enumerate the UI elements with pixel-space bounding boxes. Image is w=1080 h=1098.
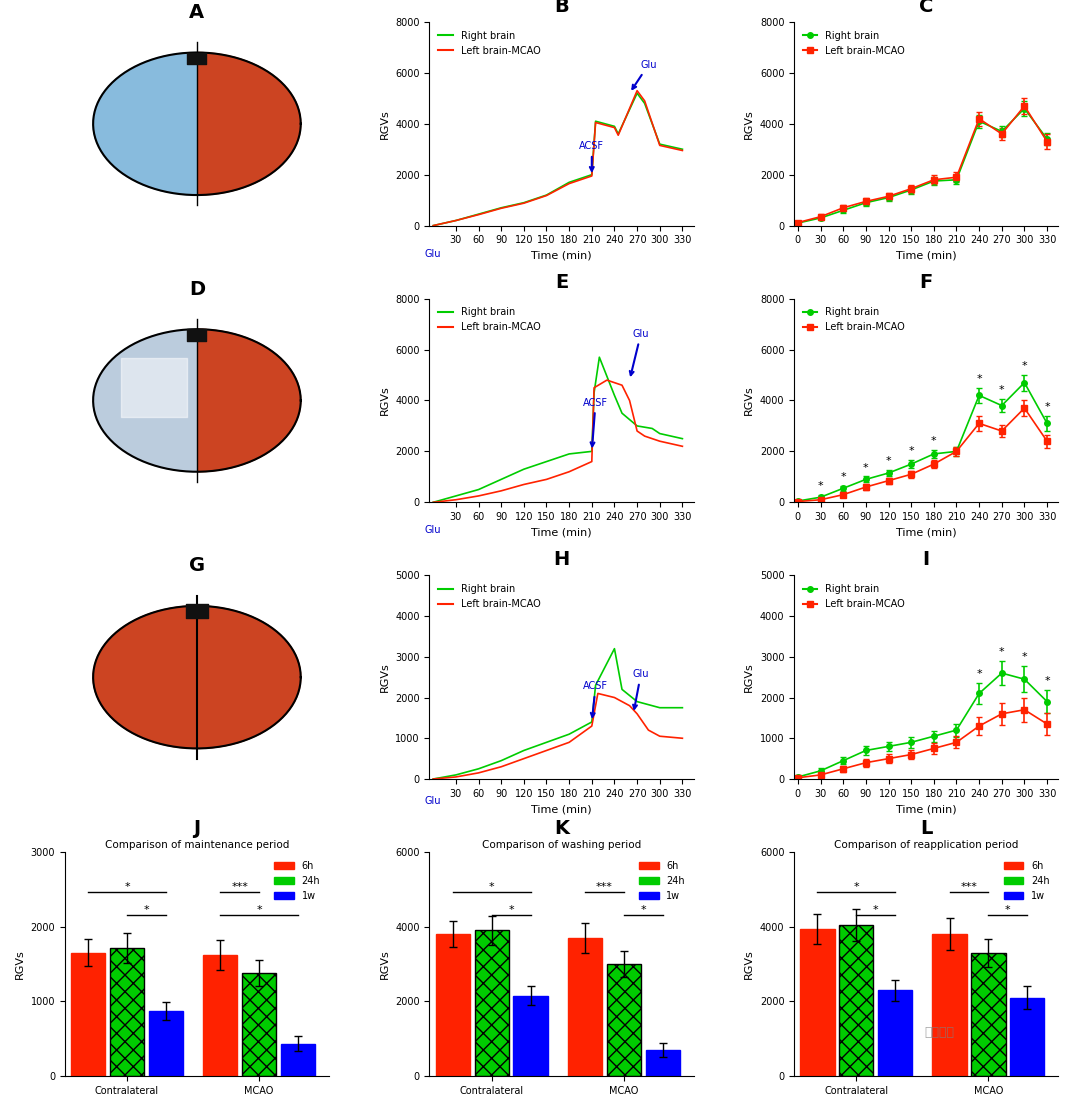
Text: Glu: Glu <box>426 796 442 806</box>
Text: C: C <box>919 0 933 15</box>
X-axis label: Time (min): Time (min) <box>531 250 592 261</box>
Bar <box>878 990 913 1076</box>
Text: *: * <box>256 905 262 915</box>
Text: ACSF: ACSF <box>583 397 608 446</box>
Polygon shape <box>93 606 197 749</box>
Legend: Right brain, Left brain-MCAO: Right brain, Left brain-MCAO <box>799 580 909 613</box>
Text: *: * <box>1044 676 1050 686</box>
Polygon shape <box>197 53 300 195</box>
Y-axis label: RGVs: RGVs <box>744 385 754 415</box>
Bar <box>607 964 640 1076</box>
Bar <box>474 930 509 1076</box>
Bar <box>1010 998 1044 1076</box>
Y-axis label: RGVs: RGVs <box>379 385 390 415</box>
Legend: 6h, 24h, 1w: 6h, 24h, 1w <box>271 856 324 905</box>
Title: Comparison of reapplication period: Comparison of reapplication period <box>834 840 1018 850</box>
Text: ***: *** <box>231 882 248 892</box>
Text: *: * <box>840 472 846 482</box>
Polygon shape <box>93 53 197 195</box>
Text: ***: *** <box>596 882 612 892</box>
Y-axis label: RGVs: RGVs <box>379 949 390 979</box>
Text: *: * <box>999 647 1004 657</box>
Text: L: L <box>920 819 932 838</box>
Text: Glu: Glu <box>633 669 649 709</box>
Title: Comparison of maintenance period: Comparison of maintenance period <box>105 840 289 850</box>
Bar <box>281 1044 315 1076</box>
Text: G: G <box>189 557 205 575</box>
Bar <box>71 953 105 1076</box>
Bar <box>839 925 874 1076</box>
Text: *: * <box>818 481 823 491</box>
Text: K: K <box>554 819 569 838</box>
X-axis label: Time (min): Time (min) <box>531 527 592 538</box>
Polygon shape <box>197 606 300 749</box>
Text: F: F <box>920 273 933 292</box>
Y-axis label: RGVs: RGVs <box>15 949 25 979</box>
Text: *: * <box>873 905 878 915</box>
Bar <box>203 955 238 1076</box>
Text: ***: *** <box>960 882 977 892</box>
Text: E: E <box>555 273 568 292</box>
Bar <box>646 1050 679 1076</box>
Text: *: * <box>863 462 868 472</box>
Y-axis label: RGVs: RGVs <box>379 662 390 692</box>
Legend: Right brain, Left brain-MCAO: Right brain, Left brain-MCAO <box>434 580 544 613</box>
Text: *: * <box>908 446 914 456</box>
Text: B: B <box>554 0 569 15</box>
Text: *: * <box>1044 403 1050 413</box>
Y-axis label: RGVs: RGVs <box>744 109 754 138</box>
Text: *: * <box>976 669 982 680</box>
Polygon shape <box>93 329 197 472</box>
Text: *: * <box>976 374 982 384</box>
X-axis label: Time (min): Time (min) <box>896 804 957 815</box>
Text: J: J <box>193 819 201 838</box>
Text: *: * <box>124 882 130 892</box>
Legend: Right brain, Left brain-MCAO: Right brain, Left brain-MCAO <box>434 26 544 59</box>
Text: *: * <box>640 905 646 915</box>
Legend: Right brain, Left brain-MCAO: Right brain, Left brain-MCAO <box>434 303 544 336</box>
Y-axis label: RGVs: RGVs <box>744 662 754 692</box>
Bar <box>110 948 144 1076</box>
Y-axis label: RGVs: RGVs <box>379 109 390 138</box>
Text: A: A <box>189 3 204 22</box>
Text: Glu: Glu <box>426 248 442 258</box>
Bar <box>513 996 548 1076</box>
Text: ACSF: ACSF <box>583 682 608 717</box>
Bar <box>435 934 470 1076</box>
Legend: 6h, 24h, 1w: 6h, 24h, 1w <box>1000 856 1053 905</box>
Text: *: * <box>509 905 514 915</box>
Text: *: * <box>853 882 859 892</box>
Text: *: * <box>1022 360 1027 371</box>
Text: *: * <box>931 436 936 446</box>
Text: *: * <box>144 905 149 915</box>
Text: H: H <box>553 550 570 569</box>
Text: Glu: Glu <box>633 59 657 89</box>
Text: *: * <box>999 385 1004 395</box>
Bar <box>149 1011 183 1076</box>
Legend: 6h, 24h, 1w: 6h, 24h, 1w <box>635 856 689 905</box>
Bar <box>568 938 602 1076</box>
Text: Glu: Glu <box>426 525 442 535</box>
Text: 罗辑科学: 罗辑科学 <box>924 1026 955 1039</box>
Text: *: * <box>886 456 891 466</box>
Bar <box>932 934 967 1076</box>
Text: *: * <box>1022 652 1027 662</box>
Text: ACSF: ACSF <box>579 142 605 171</box>
Polygon shape <box>197 329 300 472</box>
Title: Comparison of washing period: Comparison of washing period <box>482 840 642 850</box>
Text: D: D <box>189 280 205 299</box>
Text: *: * <box>1005 905 1011 915</box>
Text: Glu: Glu <box>630 328 649 376</box>
X-axis label: Time (min): Time (min) <box>896 250 957 261</box>
Text: I: I <box>922 550 930 569</box>
Y-axis label: RGVs: RGVs <box>744 949 754 979</box>
X-axis label: Time (min): Time (min) <box>531 804 592 815</box>
X-axis label: Time (min): Time (min) <box>896 527 957 538</box>
Bar <box>971 953 1005 1076</box>
Bar <box>242 973 276 1076</box>
Text: *: * <box>489 882 495 892</box>
Legend: Right brain, Left brain-MCAO: Right brain, Left brain-MCAO <box>799 303 909 336</box>
Bar <box>800 929 835 1076</box>
Legend: Right brain, Left brain-MCAO: Right brain, Left brain-MCAO <box>799 26 909 59</box>
